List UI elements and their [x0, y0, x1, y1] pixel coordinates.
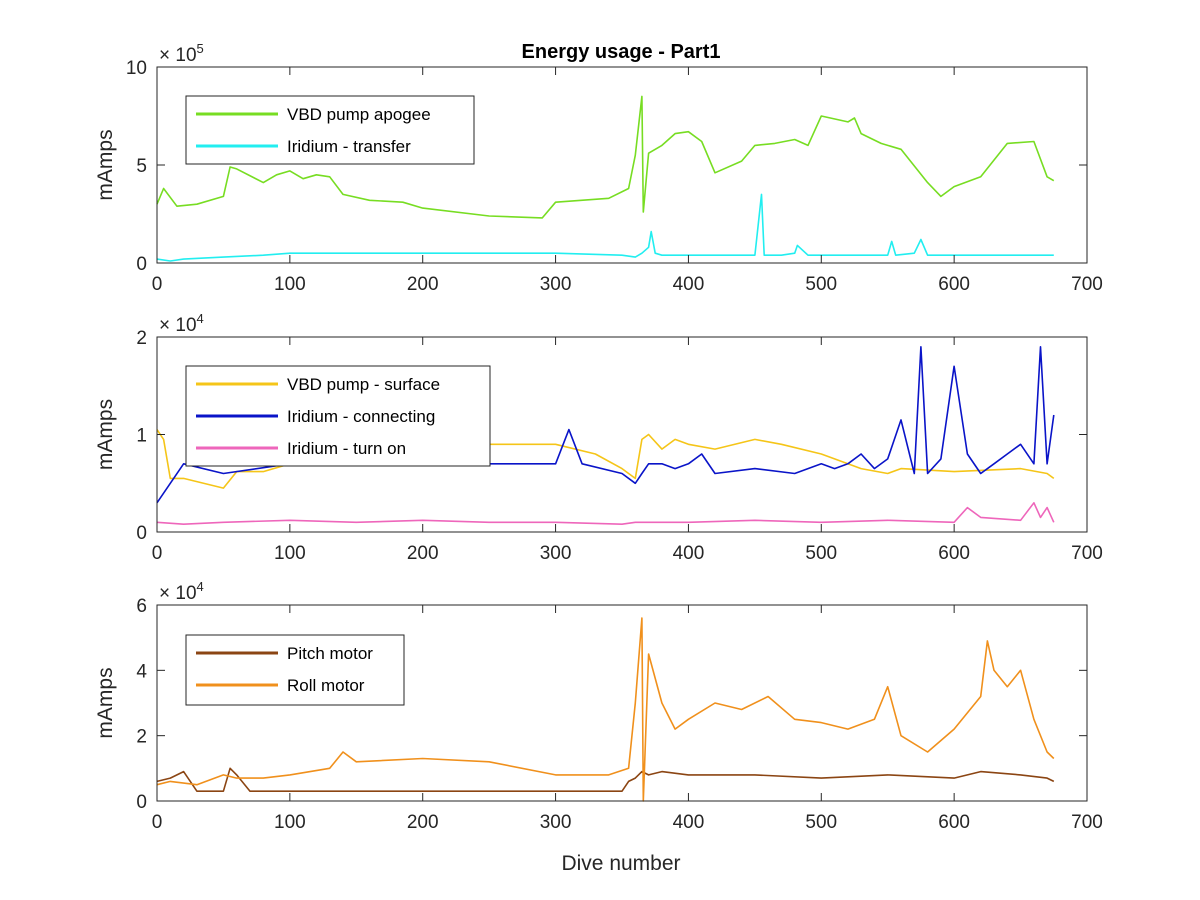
x-tick-label: 400 [673, 543, 705, 564]
legend-box [185, 634, 405, 706]
legend-label-pitch-motor: Pitch motor [287, 644, 373, 663]
panel-pitch-roll-motor: 0 100 200 300 400 500 600 700 0 2 4 6 × 104 mAmps Pitc… [94, 579, 1103, 833]
x-tick-label: 500 [805, 812, 837, 833]
series-line-iridium-transfer [156, 193, 1054, 262]
legend: VBD pump - surface Iridium - connecting Ir… [185, 365, 491, 467]
x-tick-label: 500 [805, 543, 837, 564]
legend-label-iridium-connecting: Iridium - connecting [287, 407, 435, 426]
panel-vbd-surface-iridium: 0 100 200 300 400 500 600 700 0 1 2 × 104 mAmps VBD p… [94, 311, 1103, 564]
legend-label-roll-motor: Roll motor [287, 676, 365, 695]
axes-box [156, 604, 1088, 802]
x-tick-label: 0 [152, 543, 163, 564]
x-tick-label: 200 [407, 274, 439, 295]
x-tick-label: 700 [1071, 543, 1103, 564]
legend-label-vbd-pump-surface: VBD pump - surface [287, 375, 440, 394]
x-tick-label: 700 [1071, 812, 1103, 833]
x-tick-label: 100 [274, 274, 306, 295]
y-tick-label: 0 [136, 523, 147, 544]
x-tick-label: 200 [407, 812, 439, 833]
series-line-pitch-motor [156, 767, 1055, 793]
series-line-vbd-pump-apogee [156, 95, 1055, 219]
x-tick-label: 300 [540, 543, 572, 564]
x-tick-label: 600 [938, 812, 970, 833]
y-tick-label: 0 [136, 254, 147, 275]
series-line-vbd-pump-surface [156, 429, 1055, 489]
y-tick-label: 2 [136, 328, 147, 349]
legend-label-iridium-turn-on: Iridium - turn on [287, 439, 406, 458]
y-tick-label: 5 [136, 156, 147, 177]
x-tick-label: 400 [673, 274, 705, 295]
x-axis-label: Dive number [561, 852, 680, 875]
x-tick-label: 100 [274, 812, 306, 833]
y-tick-label: 4 [136, 661, 147, 682]
legend-label-iridium-transfer: Iridium - transfer [287, 137, 411, 156]
x-tick-label: 200 [407, 543, 439, 564]
series-line-iridium-turn-on [156, 501, 1055, 526]
y-tick-label: 0 [136, 792, 147, 813]
series-line-roll-motor [156, 617, 1055, 802]
y-tick-label: 6 [136, 596, 147, 617]
y-axis-label: mAmps [94, 667, 117, 738]
x-tick-label: 0 [152, 274, 163, 295]
x-tick-label: 700 [1071, 274, 1103, 295]
x-tick-label: 300 [540, 274, 572, 295]
y-tick-label: 2 [136, 727, 147, 748]
y-exponent-label: × 105 [159, 41, 204, 66]
y-tick-label: 10 [126, 58, 147, 79]
x-tick-label: 400 [673, 812, 705, 833]
y-tick-label: 1 [136, 426, 147, 447]
x-tick-label: 600 [938, 274, 970, 295]
x-tick-label: 100 [274, 543, 306, 564]
x-tick-label: 0 [152, 812, 163, 833]
x-tick-label: 500 [805, 274, 837, 295]
y-exponent-label: × 104 [159, 579, 204, 604]
x-tick-label: 300 [540, 812, 572, 833]
legend-box [185, 95, 475, 165]
legend-label-vbd-pump-apogee: VBD pump apogee [287, 105, 431, 124]
y-axis-label: mAmps [94, 399, 117, 470]
legend: VBD pump apogee Iridium - transfer [185, 95, 475, 165]
legend: Pitch motor Roll motor [185, 634, 405, 706]
figure-title: Energy usage - Part1 [522, 41, 721, 63]
x-tick-label: 600 [938, 543, 970, 564]
panel-vbd-apogee-iridium-transfer: 0 100 200 300 400 500 600 700 0 5 10 × 105 mAmps VBD … [94, 41, 1103, 295]
y-exponent-label: × 104 [159, 311, 204, 336]
y-axis-label: mAmps [94, 129, 117, 200]
series-line-iridium-connecting [156, 345, 1055, 504]
